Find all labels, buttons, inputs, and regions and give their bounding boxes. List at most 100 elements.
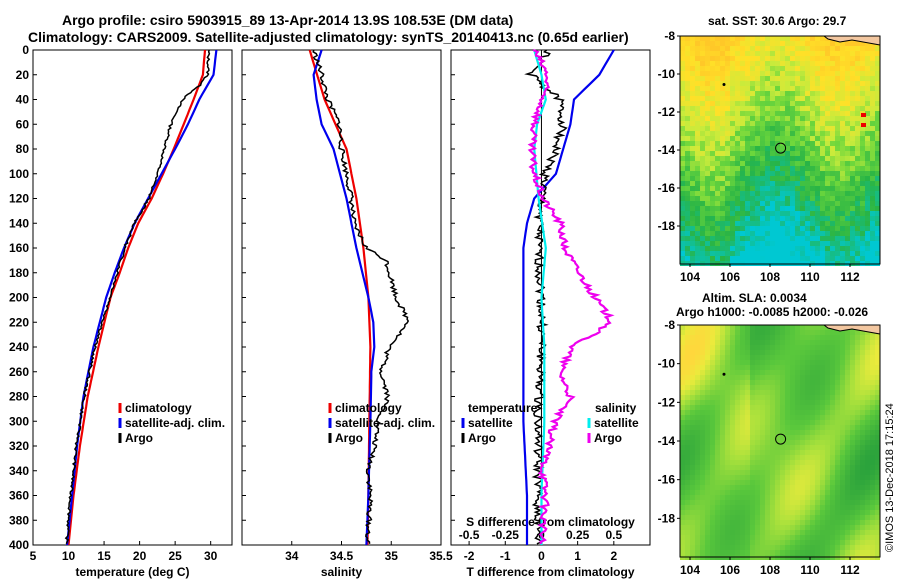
sla-map-cell [725,405,730,410]
sst-map-cell [870,191,875,196]
sst-map-cell [760,91,765,96]
sst-map-cell [810,241,815,246]
sst-map-cell [795,191,800,196]
sst-map-cell [805,41,810,46]
sla-map-cell [680,395,685,400]
sla-map-cell [685,340,690,345]
sst-map-cell [875,111,880,116]
sla-map-cell [750,425,755,430]
sst-map-cell [875,86,880,91]
sla-map-cell [720,475,725,480]
sla-map-cell [850,445,855,450]
sst-map-cell [775,246,780,251]
sla-map-cell [780,530,785,535]
sla-map-cell [760,515,765,520]
sst-map-cell [765,111,770,116]
sst-map-cell [680,111,685,116]
sst-map-cell [835,221,840,226]
sst-island-dot [722,82,726,86]
sst-map-hot-pixel [861,123,866,127]
sla-map-cell [740,330,745,335]
sst-map-cell [795,51,800,56]
sla-map-cell [695,325,700,330]
sst-map-cell [835,156,840,161]
sst-map-cell [680,241,685,246]
sst-map-cell [775,61,780,66]
sla-map-cell [785,510,790,515]
sla-map-cell [750,515,755,520]
sst-map-cell [785,231,790,236]
sst-map-cell [820,141,825,146]
sla-map-cell [815,520,820,525]
sla-map-cell [685,330,690,335]
sst-map-cell [710,141,715,146]
sla-map-cell [835,410,840,415]
sst-map-cell [855,116,860,121]
sla-map-cell [870,490,875,495]
sst-map-cell [815,131,820,136]
sla-map-cell [855,360,860,365]
sst-map-cell [865,186,870,191]
sst-map-cell [770,131,775,136]
sla-map-cell [715,335,720,340]
sst-map-cell [755,146,760,151]
sla-map-cell [835,500,840,505]
sst-map-cell [755,41,760,46]
sla-map-cell [755,440,760,445]
sst-map-cell [695,131,700,136]
sst-map-cell [755,121,760,126]
sla-map-cell [775,510,780,515]
sla-map-cell [870,505,875,510]
sst-map-cell [720,251,725,256]
temperature-ytick-label: 160 [9,241,29,255]
sla-map-cell [855,375,860,380]
sst-map-cell [825,226,830,231]
sla-map-cell [710,550,715,555]
sst-map-cell [845,206,850,211]
sst-map-cell [730,171,735,176]
sla-map-cell [755,325,760,330]
sla-map-cell [840,515,845,520]
sst-map-cell [875,236,880,241]
sst-map-cell [830,201,835,206]
sst-map-cell [785,51,790,56]
sla-map-cell [810,485,815,490]
sla-map-cell [820,460,825,465]
sla-map-cell [860,545,865,550]
sst-map-cell [750,241,755,246]
sla-map-cell [830,460,835,465]
sla-map-cell [705,420,710,425]
sla-map-cell [840,355,845,360]
sst-map-cell [825,126,830,131]
sla-map-cell [680,340,685,345]
sla-map-cell [875,475,880,480]
sst-map-cell [855,186,860,191]
sst-map-cell [780,66,785,71]
sla-map-cell [700,445,705,450]
sla-map-cell [805,400,810,405]
sst-map-cell [745,131,750,136]
sla-map-cell [800,480,805,485]
sla-map-cell [680,475,685,480]
sla-map-cell [765,430,770,435]
sst-map-cell [870,246,875,251]
sla-map-cell [780,365,785,370]
sst-map-cell [720,111,725,116]
sst-map-cell [870,216,875,221]
sst-map-cell [825,76,830,81]
sla-map-cell [730,385,735,390]
sst-map-cell [745,101,750,106]
sst-map-cell [690,176,695,181]
sla-map-cell [815,325,820,330]
sla-map-cell [750,415,755,420]
sla-map-cell [785,485,790,490]
sst-map-cell [765,186,770,191]
sla-map-cell [780,425,785,430]
sla-map-cell [770,375,775,380]
sst-map-cell [835,106,840,111]
sla-map-cell [795,425,800,430]
sst-map-cell [680,121,685,126]
sst-map-cell [715,191,720,196]
sla-map-cell [840,495,845,500]
sla-map-cell [755,470,760,475]
